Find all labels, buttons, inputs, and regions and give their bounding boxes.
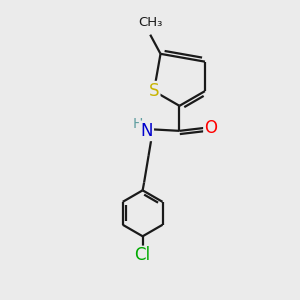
Text: CH₃: CH₃: [138, 16, 162, 29]
Text: N: N: [140, 122, 153, 140]
Text: Cl: Cl: [135, 246, 151, 264]
Text: O: O: [205, 119, 218, 137]
Text: S: S: [149, 82, 159, 100]
Text: H: H: [132, 117, 143, 131]
